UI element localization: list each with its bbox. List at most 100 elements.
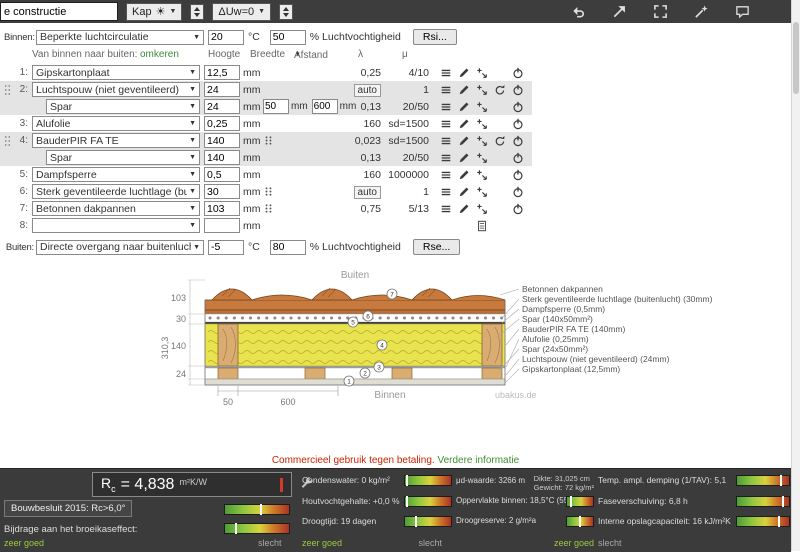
chevron-down-icon: ▼ — [189, 154, 196, 161]
inside-condition-select[interactable]: Beperkte luchtcirculatie ▼ — [36, 30, 204, 45]
thickness-input[interactable] — [204, 82, 240, 97]
construction-type-select[interactable]: Kap ☀ ▼ — [126, 3, 182, 21]
thickness-input[interactable] — [204, 201, 240, 216]
power-icon[interactable] — [512, 203, 524, 215]
power-icon[interactable] — [512, 101, 524, 113]
pencil-icon[interactable] — [458, 84, 470, 96]
menu-icon[interactable] — [440, 135, 452, 147]
thickness-input[interactable] — [204, 184, 240, 199]
comment-icon[interactable] — [735, 4, 750, 19]
layer-select[interactable]: BauderPIR FA TE▼ — [32, 133, 200, 148]
layer-select[interactable]: Betonnen dakpannen▼ — [32, 201, 200, 216]
layer-select[interactable]: Alufolie▼ — [32, 116, 200, 131]
pattern-icon[interactable] — [263, 185, 274, 198]
pencil-icon[interactable] — [458, 118, 470, 130]
thickness-input[interactable] — [204, 218, 240, 233]
pencil-icon[interactable] — [458, 67, 470, 79]
undo-icon[interactable] — [571, 4, 586, 19]
menu-icon[interactable] — [440, 169, 452, 181]
rse-button[interactable]: Rse... — [413, 239, 460, 255]
thickness-input[interactable] — [204, 65, 240, 80]
drag-handle-icon[interactable] — [4, 84, 11, 96]
spinner-up-icon[interactable] — [283, 7, 289, 11]
thickness-input[interactable] — [204, 167, 240, 182]
chevron-down-icon: ▼ — [189, 137, 196, 144]
inside-temp-input[interactable] — [208, 30, 244, 45]
power-icon[interactable] — [512, 118, 524, 130]
width-input[interactable] — [263, 99, 289, 114]
wand-icon[interactable] — [694, 4, 709, 19]
outside-condition-select[interactable]: Directe overgang naar buitenlucht ▼ — [36, 240, 204, 255]
humidity-label: % Luchtvochtigheid — [310, 241, 401, 253]
layer-select[interactable]: Dampfsperre▼ — [32, 167, 200, 182]
insert-layer-icon[interactable] — [476, 67, 488, 79]
inside-humidity-input[interactable] — [270, 30, 306, 45]
fullscreen-icon[interactable] — [653, 4, 668, 19]
thickness-input[interactable] — [204, 133, 240, 148]
layer-select[interactable]: Gipskartonplaat▼ — [32, 65, 200, 80]
power-icon[interactable] — [512, 186, 524, 198]
scrollbar-thumb[interactable] — [793, 22, 799, 94]
insert-layer-icon[interactable] — [476, 169, 488, 181]
layer-number: 5: — [12, 169, 28, 180]
du-spinner[interactable] — [279, 4, 293, 20]
menu-icon[interactable] — [440, 101, 452, 113]
type-spinner[interactable] — [190, 4, 204, 20]
pattern-icon[interactable] — [263, 202, 274, 215]
insert-layer-icon[interactable] — [476, 135, 488, 147]
info-link[interactable]: Verdere informatie — [437, 455, 519, 466]
pencil-icon[interactable] — [458, 203, 470, 215]
pencil-icon[interactable] — [458, 152, 470, 164]
project-name-input[interactable] — [0, 2, 118, 21]
spinner-up-icon[interactable] — [194, 7, 200, 11]
thickness-input[interactable] — [204, 116, 240, 131]
share-arrow-icon[interactable] — [612, 4, 627, 19]
pencil-icon[interactable] — [458, 186, 470, 198]
distance-input[interactable] — [312, 99, 338, 114]
menu-icon[interactable] — [440, 152, 452, 164]
bouwbesluit-button[interactable]: Bouwbesluit 2015: Rc>6,0° — [4, 500, 132, 517]
insert-layer-icon[interactable] — [476, 152, 488, 164]
chevron-down-icon: ▼ — [193, 244, 200, 251]
insert-layer-icon[interactable] — [476, 186, 488, 198]
rotate-icon[interactable] — [494, 135, 506, 147]
menu-icon[interactable] — [440, 67, 452, 79]
spinner-down-icon[interactable] — [283, 13, 289, 17]
pencil-icon[interactable] — [458, 169, 470, 181]
pencil-icon[interactable] — [458, 101, 470, 113]
insert-layer-icon[interactable] — [476, 84, 488, 96]
layer-select[interactable]: Spar▼ — [46, 99, 200, 114]
layer-select[interactable]: Sterk geventileerde luchtlage (buiten)▼ — [32, 184, 200, 199]
layer-number: 6: — [12, 186, 28, 197]
calculator-icon[interactable] — [476, 220, 488, 232]
watermark: ubakus.de — [495, 390, 537, 400]
thickness-input[interactable] — [204, 150, 240, 165]
insert-layer-icon[interactable] — [476, 101, 488, 113]
scrollbar[interactable] — [791, 0, 800, 551]
insert-layer-icon[interactable] — [476, 118, 488, 130]
rsi-button[interactable]: Rsi... — [413, 29, 457, 45]
drag-handle-icon[interactable] — [4, 135, 11, 147]
menu-icon[interactable] — [440, 186, 452, 198]
pencil-icon[interactable] — [458, 135, 470, 147]
power-icon[interactable] — [512, 84, 524, 96]
menu-icon[interactable] — [440, 84, 452, 96]
invert-link[interactable]: omkeren — [140, 49, 179, 60]
insert-layer-icon[interactable] — [476, 203, 488, 215]
menu-icon[interactable] — [440, 118, 452, 130]
menu-icon[interactable] — [440, 203, 452, 215]
pattern-icon[interactable] — [263, 134, 274, 147]
rotate-icon[interactable] — [494, 84, 506, 96]
layer-select[interactable]: ▼ — [32, 218, 200, 233]
power-icon[interactable] — [512, 169, 524, 181]
layer-select[interactable]: Luchtspouw (niet geventileerd)▼ — [32, 82, 200, 97]
layer-select[interactable]: Spar▼ — [46, 150, 200, 165]
power-icon[interactable] — [512, 67, 524, 79]
thickness-input[interactable] — [204, 99, 240, 114]
outside-temp-input[interactable] — [208, 240, 244, 255]
power-icon[interactable] — [512, 152, 524, 164]
outside-humidity-input[interactable] — [270, 240, 306, 255]
du-correction-select[interactable]: ΔUw=0 ▼ — [212, 3, 271, 21]
spinner-down-icon[interactable] — [194, 13, 200, 17]
power-icon[interactable] — [512, 135, 524, 147]
